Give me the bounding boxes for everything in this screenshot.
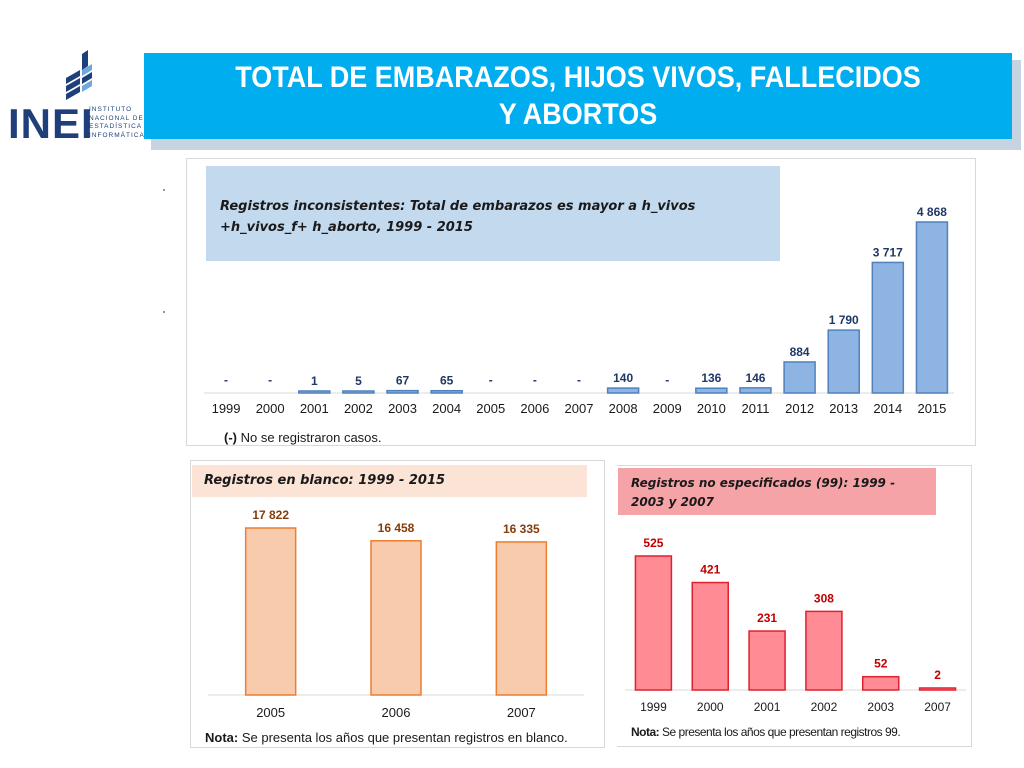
note-text: Se presenta los años que presentan regis… <box>241 730 568 745</box>
x-tick-label: 2012 <box>785 401 814 416</box>
x-tick-label: 2001 <box>300 401 329 416</box>
data-label: - <box>489 373 493 387</box>
x-tick-label: 2001 <box>754 700 781 714</box>
x-tick-label: 2005 <box>256 705 285 720</box>
x-tick-label: 2007 <box>507 705 536 720</box>
x-tick-label: 2000 <box>256 401 285 416</box>
bar <box>606 387 640 394</box>
note-key: (-) <box>224 430 237 445</box>
bar <box>370 540 422 696</box>
chart-note: Nota: Se presenta los años que presentan… <box>205 730 568 745</box>
page-title: TOTAL DE EMBARAZOS, HIJOS VIVOS, FALLECI… <box>235 61 921 131</box>
x-tick-label: 2006 <box>520 401 549 416</box>
data-label: 4 868 <box>917 205 947 219</box>
bar <box>386 389 419 394</box>
data-label: - <box>268 373 272 387</box>
bar <box>495 541 548 696</box>
logo-wordmark: INEI <box>8 100 94 147</box>
data-label: - <box>533 373 537 387</box>
x-tick-label: 2011 <box>741 401 769 416</box>
bar <box>298 390 331 394</box>
bar <box>691 581 729 691</box>
data-label: 140 <box>613 371 633 385</box>
x-tick-label: 2003 <box>867 700 894 714</box>
data-label: 65 <box>440 374 454 388</box>
bar <box>695 387 728 394</box>
x-tick-label: 2008 <box>609 401 638 416</box>
data-label: 525 <box>643 536 663 550</box>
x-tick-label: 1999 <box>640 700 667 714</box>
x-tick-label: 2013 <box>829 401 858 416</box>
chart-title: Registros inconsistentes: Total de embar… <box>220 199 696 235</box>
bar <box>748 630 786 691</box>
bar <box>430 389 463 394</box>
bar <box>342 390 375 394</box>
x-tick-label: 2006 <box>382 705 411 720</box>
data-label: 16 458 <box>378 521 415 535</box>
x-tick-label: 2007 <box>924 700 951 714</box>
data-label: - <box>577 373 581 387</box>
data-label: 16 335 <box>503 522 540 536</box>
note-text: Se presenta los años que presentan regis… <box>662 725 901 739</box>
bar <box>783 361 816 394</box>
x-tick-label: 2004 <box>432 401 461 416</box>
bar <box>805 610 843 691</box>
chart-note: (-) No se registraron casos. <box>224 430 382 445</box>
decorative-dot <box>163 189 165 191</box>
chart-note: Nota: Se presenta los años que presentan… <box>631 725 901 739</box>
data-label: 1 790 <box>829 313 859 327</box>
chart-title: Registros no especificados (99): 1999 - … <box>631 476 896 509</box>
chart-title-box: Registros en blanco: 1999 - 2015 <box>192 465 587 497</box>
data-label: 136 <box>701 371 721 385</box>
bar <box>634 555 673 691</box>
title-banner: TOTAL DE EMBARAZOS, HIJOS VIVOS, FALLECI… <box>144 53 1012 139</box>
data-label: 17 822 <box>252 508 289 522</box>
data-label: 5 <box>355 374 362 388</box>
data-label: 3 717 <box>873 245 903 259</box>
chart-title: Registros en blanco: 1999 - 2015 <box>204 473 446 488</box>
x-tick-label: 2002 <box>811 700 838 714</box>
data-label: 231 <box>757 611 777 625</box>
x-tick-label: 2002 <box>344 401 373 416</box>
x-tick-label: 2010 <box>697 401 726 416</box>
inei-emblem-icon <box>66 50 92 100</box>
x-tick-label: 2007 <box>565 401 594 416</box>
x-tick-label: 2009 <box>653 401 682 416</box>
inei-logo: INEI INSTITUTO NACIONAL DE ESTADÍSTICA E… <box>8 48 149 148</box>
x-tick-label: 2003 <box>388 401 417 416</box>
data-label: 421 <box>700 563 720 577</box>
x-tick-label: 2015 <box>917 401 946 416</box>
bar <box>862 675 900 691</box>
bar <box>827 329 860 394</box>
x-tick-label: 1999 <box>212 401 241 416</box>
data-label: 884 <box>790 345 810 359</box>
bar <box>915 221 949 394</box>
bar <box>918 687 957 691</box>
data-label: 52 <box>874 657 888 671</box>
x-tick-label: 2005 <box>476 401 505 416</box>
note-key: Nota: <box>205 730 239 745</box>
data-label: 2 <box>934 668 941 682</box>
data-label: 146 <box>745 371 765 385</box>
note-key: Nota: <box>631 725 660 739</box>
chart-title-box: Registros inconsistentes: Total de embar… <box>206 166 780 261</box>
data-label: - <box>665 373 669 387</box>
decorative-dot <box>163 311 165 313</box>
data-label: 67 <box>396 374 410 388</box>
bar <box>244 527 297 696</box>
data-label: - <box>224 373 228 387</box>
data-label: 1 <box>311 374 318 388</box>
x-tick-label: 2000 <box>697 700 724 714</box>
note-text: No se registraron casos. <box>240 430 382 445</box>
chart-title-box: Registros no especificados (99): 1999 - … <box>618 468 936 515</box>
bar <box>739 387 772 394</box>
data-label: 308 <box>814 591 834 605</box>
x-tick-label: 2014 <box>873 401 902 416</box>
bar <box>871 261 905 394</box>
